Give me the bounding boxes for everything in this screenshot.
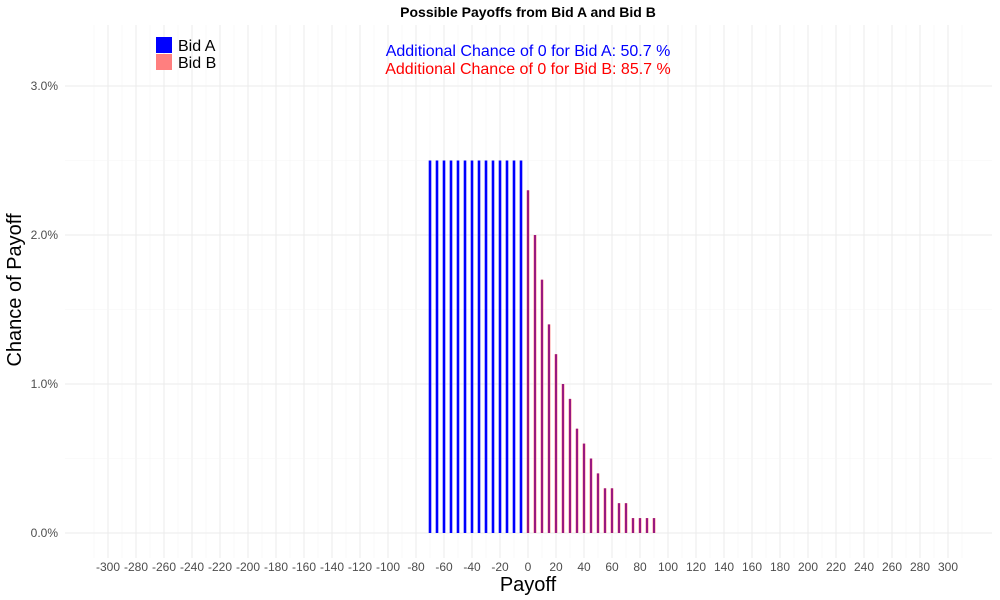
bar-bid-b-overlap [541,279,543,533]
bar-bid-a [505,160,509,533]
bar-bid-a [512,160,516,533]
x-tick-label: -60 [435,560,453,574]
y-tick-label: 2.0% [31,228,59,242]
legend: Bid A Bid B [156,37,216,72]
bar-bid-b-overlap [534,235,536,533]
bar-bid-b-overlap [618,503,620,533]
x-tick-label: -120 [348,560,372,574]
bar-bid-b-overlap [555,354,557,533]
x-tick-label: -100 [376,560,400,574]
x-tick-label: -180 [264,560,288,574]
bar-bid-b-overlap [604,488,606,533]
x-tick-label: 20 [549,560,563,574]
y-tick-label: 3.0% [31,79,59,93]
x-tick-label: -220 [208,560,232,574]
x-tick-label: 80 [633,560,647,574]
bar-bid-b-overlap [590,458,592,533]
x-tick-label: 220 [826,560,846,574]
x-tick-label: 160 [742,560,762,574]
x-tick-label: -200 [236,560,260,574]
x-tick-label: -140 [320,560,344,574]
bar-bid-a [477,160,481,533]
bar-bid-a [470,160,474,533]
bar-bid-b-overlap [646,518,648,533]
bar-bid-a [442,160,446,533]
bar-bid-a [491,160,495,533]
x-tick-label: -300 [96,560,120,574]
x-tick-label: 100 [658,560,678,574]
y-tick-label: 0.0% [31,526,59,540]
bars [428,160,656,534]
bar-bid-b-overlap [569,398,571,533]
bar-bid-b-overlap [597,473,599,533]
bar-bid-b-overlap [527,190,529,534]
x-tick-label: 240 [854,560,874,574]
bar-bid-a [456,160,460,533]
y-tick-labels: 0.0% 1.0% 2.0% 3.0% [31,79,59,540]
bar-bid-b-overlap [548,324,550,533]
annotation-bid-a: Additional Chance of 0 for Bid A: 50.7 % [386,43,671,60]
x-tick-label: -280 [124,560,148,574]
bar-bid-b-overlap [576,428,578,533]
x-tick-label: -20 [491,560,509,574]
x-tick-label: 40 [577,560,591,574]
x-tick-labels: -300 -280 -260 -240 -220 -200 -180 -160 -140 -120… [96,560,958,574]
bar-bid-b-overlap [562,384,564,533]
bar-bid-a [484,160,488,533]
x-tick-label: 260 [882,560,902,574]
bar-bid-b-overlap [639,518,641,533]
legend-swatch-bid-b [156,54,172,70]
x-tick-label: -160 [292,560,316,574]
legend-label-bid-a: Bid A [178,38,216,55]
x-tick-label: 60 [605,560,619,574]
legend-label-bid-b: Bid B [178,55,216,72]
bar-bid-a [519,160,523,533]
bar-bid-b-overlap [611,488,613,533]
bar-bid-b-overlap [583,443,585,533]
x-tick-label: 120 [686,560,706,574]
x-tick-label: 300 [938,560,958,574]
annotation-bid-b: Additional Chance of 0 for Bid B: 85.7 % [385,61,671,78]
bar-bid-a [463,160,467,533]
x-tick-label: 140 [714,560,734,574]
x-tick-label: 200 [798,560,818,574]
x-tick-label: -260 [152,560,176,574]
chart-title: Possible Payoffs from Bid A and Bid B [400,4,656,20]
x-tick-label: 0 [525,560,532,574]
y-tick-label: 1.0% [31,377,59,391]
legend-swatch-bid-a [156,37,172,53]
bar-bid-b-overlap [625,503,627,533]
x-tick-label: 180 [770,560,790,574]
bar-bid-b-overlap [653,518,655,533]
x-tick-label: -240 [180,560,204,574]
y-axis-title: Chance of Payoff [4,213,26,367]
x-tick-label: 280 [910,560,930,574]
bar-bid-a [498,160,502,533]
grid-lines [65,25,992,558]
bar-bid-a [435,160,439,533]
x-axis-title: Payoff [500,574,557,596]
bar-bid-a [449,160,453,533]
x-tick-label: -80 [407,560,425,574]
x-tick-label: -40 [463,560,481,574]
bar-bid-a [428,160,432,533]
bar-bid-b-overlap [632,518,634,533]
